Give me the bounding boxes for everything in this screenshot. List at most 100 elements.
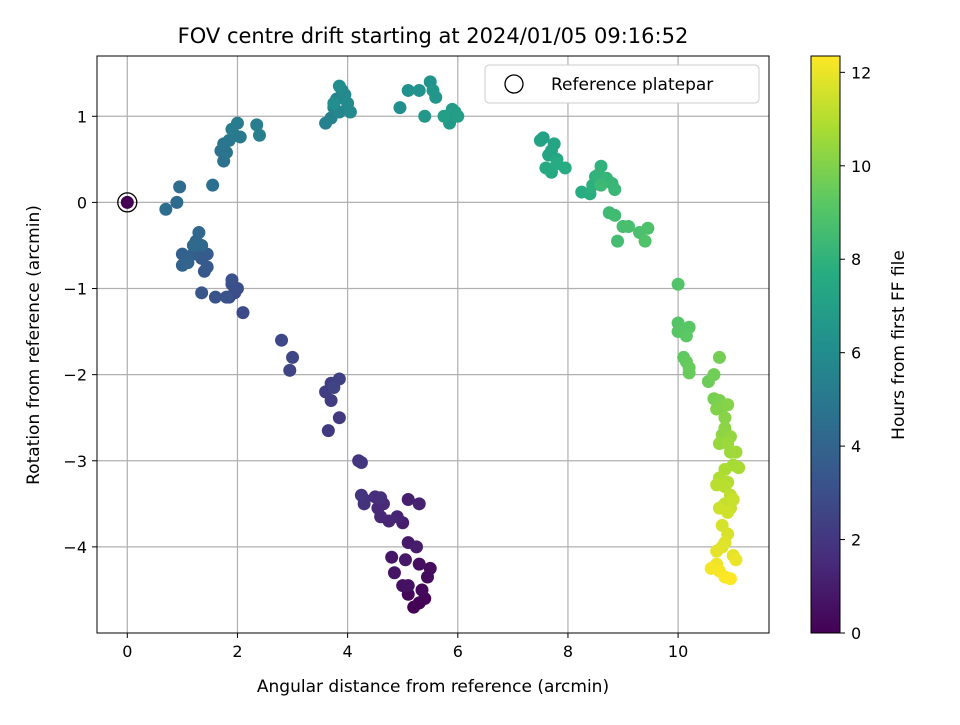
data-point bbox=[398, 553, 412, 567]
data-point bbox=[409, 540, 423, 554]
data-point bbox=[415, 583, 429, 597]
colorbar-tick-label: 4 bbox=[851, 437, 861, 456]
y-tick-label: −3 bbox=[63, 452, 87, 471]
data-point bbox=[354, 455, 368, 469]
data-point bbox=[208, 290, 222, 304]
x-tick-label: 4 bbox=[343, 642, 353, 661]
data-point bbox=[192, 226, 206, 240]
data-point bbox=[195, 286, 209, 300]
x-axis-label: Angular distance from reference (arcmin) bbox=[257, 677, 609, 697]
data-point bbox=[718, 411, 732, 425]
data-point bbox=[723, 572, 737, 586]
y-tick-label: −2 bbox=[63, 366, 87, 385]
data-point bbox=[533, 133, 547, 147]
data-point bbox=[327, 381, 341, 395]
data-point bbox=[401, 579, 415, 593]
grid bbox=[97, 56, 769, 633]
x-tick-label: 0 bbox=[122, 642, 132, 661]
data-point bbox=[682, 366, 696, 380]
data-point bbox=[401, 493, 415, 507]
data-point bbox=[327, 96, 341, 110]
data-point bbox=[721, 398, 735, 412]
y-axis-ticks: 1 0 −1 −2 −3 −4 bbox=[63, 107, 97, 557]
data-point bbox=[729, 553, 743, 567]
plot-area bbox=[97, 56, 769, 633]
data-point bbox=[230, 116, 244, 130]
colorbar-tick-label: 8 bbox=[851, 250, 861, 269]
data-point bbox=[710, 544, 724, 558]
y-tick-label: −4 bbox=[63, 538, 87, 557]
data-point bbox=[206, 178, 220, 192]
data-point bbox=[170, 195, 184, 209]
data-point bbox=[608, 182, 622, 196]
data-point bbox=[332, 411, 346, 425]
data-point bbox=[385, 550, 399, 564]
x-tick-label: 6 bbox=[453, 642, 463, 661]
reference-marker-layer bbox=[117, 192, 138, 213]
data-point bbox=[729, 445, 743, 459]
data-point bbox=[594, 178, 608, 192]
x-tick-label: 8 bbox=[563, 642, 573, 661]
data-point bbox=[354, 488, 368, 502]
x-tick-label: 2 bbox=[232, 642, 242, 661]
data-point bbox=[712, 350, 726, 364]
data-point bbox=[219, 290, 233, 304]
legend-marker-icon bbox=[504, 74, 524, 94]
x-tick-label: 10 bbox=[668, 642, 688, 661]
legend-box bbox=[484, 64, 760, 104]
reference-ring bbox=[117, 192, 138, 213]
data-point bbox=[186, 238, 200, 252]
data-point bbox=[332, 79, 346, 93]
data-point bbox=[286, 350, 300, 364]
y-tick-label: 0 bbox=[77, 193, 87, 212]
colorbar-tick-label: 10 bbox=[851, 157, 871, 176]
data-point bbox=[608, 208, 622, 222]
data-point bbox=[641, 221, 655, 235]
data-point bbox=[412, 83, 426, 97]
data-point bbox=[547, 137, 561, 151]
x-axis-ticks: 0 2 4 6 8 10 bbox=[122, 633, 688, 661]
data-point bbox=[418, 109, 432, 123]
data-point bbox=[412, 497, 426, 511]
data-points bbox=[159, 75, 746, 614]
data-point bbox=[250, 118, 264, 132]
data-point bbox=[401, 83, 415, 97]
y-tick-label: −1 bbox=[63, 280, 87, 299]
data-point bbox=[671, 277, 685, 291]
colorbar-tick-label: 12 bbox=[851, 63, 871, 82]
data-point bbox=[275, 333, 289, 347]
data-point bbox=[225, 273, 239, 287]
data-point bbox=[423, 561, 437, 575]
data-point bbox=[159, 202, 173, 216]
data-point bbox=[679, 329, 693, 343]
data-point bbox=[638, 234, 652, 248]
data-point bbox=[321, 424, 335, 438]
data-point bbox=[429, 90, 443, 104]
data-point bbox=[173, 180, 187, 194]
data-point bbox=[412, 557, 426, 571]
data-point bbox=[558, 161, 572, 175]
data-point bbox=[707, 368, 721, 382]
data-point bbox=[721, 505, 735, 519]
colorbar-ticks: 0 2 4 6 8 10 12 bbox=[840, 63, 871, 643]
data-point bbox=[622, 220, 636, 234]
data-point bbox=[726, 493, 740, 507]
chart-title: FOV centre drift starting at 2024/01/05 … bbox=[178, 24, 689, 48]
plot-frame bbox=[96, 55, 770, 634]
data-point bbox=[710, 478, 724, 492]
data-point bbox=[343, 105, 357, 119]
data-point bbox=[283, 363, 297, 377]
colorbar-gradient bbox=[810, 55, 841, 634]
colorbar: 0 2 4 6 8 10 12 Hours from first FF file bbox=[810, 55, 909, 643]
legend-entry-label: Reference platepar bbox=[551, 75, 713, 95]
colorbar-tick-label: 2 bbox=[851, 531, 861, 550]
colorbar-tick-label: 0 bbox=[851, 624, 861, 643]
data-point bbox=[236, 306, 250, 320]
legend: Reference platepar bbox=[484, 64, 760, 104]
colorbar-tick-label: 6 bbox=[851, 344, 861, 363]
y-tick-label: 1 bbox=[77, 107, 87, 126]
data-point bbox=[611, 234, 625, 248]
data-point bbox=[732, 461, 746, 475]
